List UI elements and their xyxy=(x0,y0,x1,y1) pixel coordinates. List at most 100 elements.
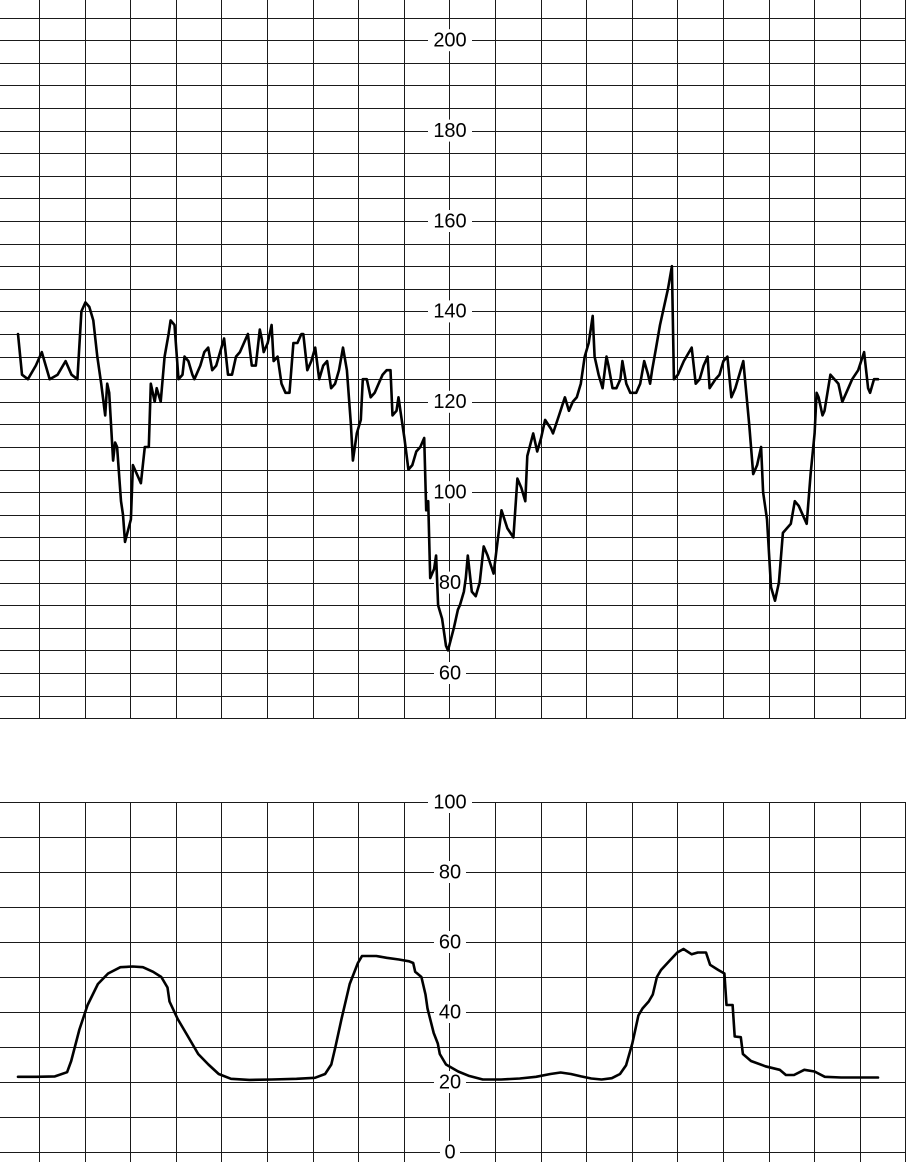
heart-rate-point xyxy=(483,545,485,548)
heart-rate-point xyxy=(199,365,201,367)
heart-rate-point xyxy=(132,464,134,466)
heart-rate-point xyxy=(273,360,275,362)
heart-rate-point xyxy=(160,401,162,403)
heart-rate-point xyxy=(207,347,209,349)
contraction-point xyxy=(660,969,662,971)
heart-rate-point xyxy=(544,419,546,421)
heart-rate-point xyxy=(181,374,184,376)
heart-rate-point xyxy=(718,374,721,376)
heart-rate-point xyxy=(691,347,693,349)
heart-rate-point xyxy=(748,423,750,425)
contraction-point xyxy=(197,1053,199,1055)
contraction-point xyxy=(349,983,351,985)
heart-rate-point xyxy=(829,374,832,376)
contraction-tick-label: 0 xyxy=(444,1141,455,1162)
heart-rate-point xyxy=(306,369,308,371)
contraction-point xyxy=(856,1076,859,1079)
heart-rate-tick-label-bg xyxy=(428,29,472,52)
heart-rate-point xyxy=(120,500,122,502)
contraction-point xyxy=(160,976,162,978)
contraction-point xyxy=(740,1036,742,1038)
heart-rate-point xyxy=(457,609,459,611)
heart-rate-point xyxy=(798,505,800,507)
heart-rate-point xyxy=(164,356,166,358)
contraction-point xyxy=(519,1077,521,1080)
contraction-point xyxy=(218,1073,220,1075)
contraction-point xyxy=(723,972,726,975)
heart-rate-point xyxy=(707,356,709,358)
heart-rate-point xyxy=(635,392,637,394)
heart-rate-point xyxy=(100,383,102,385)
heart-rate-point xyxy=(467,554,469,557)
contraction-point xyxy=(439,1053,441,1055)
heart-rate-point xyxy=(112,460,114,462)
heart-rate-grid xyxy=(0,0,906,719)
heart-rate-point xyxy=(598,374,600,376)
heart-rate-point xyxy=(267,342,269,344)
heart-rate-point xyxy=(144,446,146,448)
heart-rate-point xyxy=(277,356,279,358)
heart-rate-point xyxy=(106,383,108,385)
contraction-point xyxy=(877,1076,879,1079)
contraction-point xyxy=(590,1077,592,1080)
contraction-point xyxy=(357,962,359,964)
heart-rate-point xyxy=(611,387,614,389)
contraction-point xyxy=(295,1078,298,1080)
heart-rate-point xyxy=(453,627,455,629)
contraction-point xyxy=(107,972,109,975)
contraction-point xyxy=(408,960,410,962)
heart-rate-point xyxy=(148,446,150,448)
heart-rate-point xyxy=(673,378,675,380)
contraction-point xyxy=(361,955,363,957)
heart-rate-point xyxy=(699,378,701,380)
contraction-point xyxy=(70,1060,72,1062)
heart-rate-point xyxy=(338,369,340,371)
contraction-point xyxy=(412,962,414,964)
heart-rate-point xyxy=(288,392,291,394)
heart-rate-tick-label: 60 xyxy=(439,662,461,684)
contraction-point xyxy=(66,1071,68,1073)
contraction-point xyxy=(248,1079,250,1081)
contraction-point xyxy=(119,966,121,968)
heart-rate-point xyxy=(356,432,358,434)
heart-rate-point xyxy=(649,383,651,385)
heart-rate-point xyxy=(643,360,645,362)
contraction-point xyxy=(824,1076,826,1078)
contraction-point xyxy=(324,1073,326,1075)
heart-rate-point xyxy=(17,333,19,335)
contraction-tick-label: 100 xyxy=(433,791,466,813)
contraction-point xyxy=(625,1064,627,1066)
contraction-tick-label-bg xyxy=(434,861,466,883)
contraction-point xyxy=(375,955,377,957)
heart-rate-point xyxy=(790,523,792,525)
heart-rate-point xyxy=(104,414,106,416)
heart-rate-point xyxy=(526,455,528,457)
heart-rate-point xyxy=(382,374,384,376)
heart-rate-point xyxy=(423,437,425,439)
heart-rate-point xyxy=(487,554,489,557)
heart-rate-point xyxy=(168,333,170,335)
contraction-point xyxy=(97,983,99,985)
heart-rate-point xyxy=(80,310,82,312)
heart-rate-point xyxy=(496,541,499,543)
heart-rate-point xyxy=(552,432,554,434)
heart-rate-point xyxy=(602,387,604,389)
heart-rate-point xyxy=(391,414,394,416)
heart-rate-point xyxy=(284,392,287,394)
heart-rate-point xyxy=(536,450,538,453)
heart-rate-point xyxy=(722,360,725,362)
heart-rate-point xyxy=(362,378,364,380)
heart-rate-point xyxy=(292,342,294,344)
heart-rate-point xyxy=(806,523,808,525)
heart-rate-point xyxy=(193,378,195,380)
contraction-point xyxy=(611,1077,613,1079)
contraction-point xyxy=(437,1042,439,1045)
contraction-point xyxy=(330,1063,332,1066)
contraction-point xyxy=(414,971,416,973)
contraction-point xyxy=(764,1065,767,1067)
heart-rate-trace xyxy=(16,264,880,652)
heart-rate-point xyxy=(259,328,261,331)
contraction-point xyxy=(580,1075,582,1077)
heart-rate-point xyxy=(814,432,816,434)
heart-rate-point xyxy=(116,446,118,448)
